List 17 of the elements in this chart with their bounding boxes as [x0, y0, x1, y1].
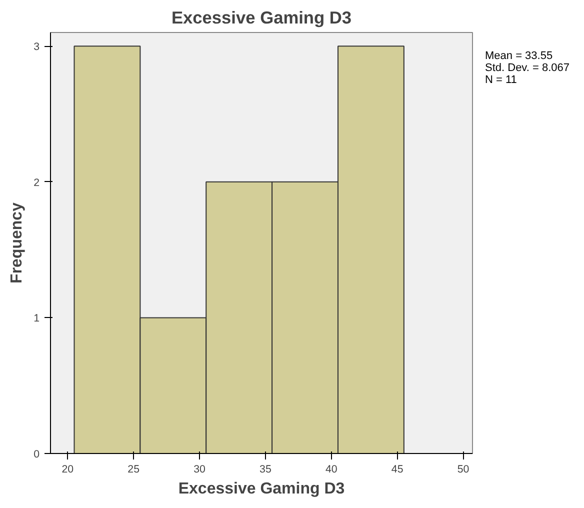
- text: N = 11: [485, 74, 517, 86]
- chart-title: Excessive Gaming D3: [171, 8, 352, 28]
- x-tick-label: 20: [62, 464, 74, 476]
- x-tick-label: 40: [325, 464, 338, 476]
- x-tick-label: 25: [128, 464, 140, 476]
- x-axis-title: Excessive Gaming D3: [178, 480, 345, 498]
- x-tick-label: 35: [260, 464, 272, 476]
- text: Std. Dev. = 8.067: [485, 62, 570, 74]
- x-tick-label: 50: [457, 464, 470, 476]
- x-tick-label: 45: [391, 464, 404, 476]
- y-tick-label: 2: [34, 176, 40, 189]
- y-tick-label: 3: [34, 41, 40, 54]
- y-tick-label: 0: [34, 448, 40, 460]
- y-axis-title: Frequency: [8, 202, 26, 284]
- text: Mean = 33.55: [485, 50, 553, 62]
- x-tick-label: 30: [194, 464, 206, 476]
- y-tick-label: 1: [34, 312, 40, 325]
